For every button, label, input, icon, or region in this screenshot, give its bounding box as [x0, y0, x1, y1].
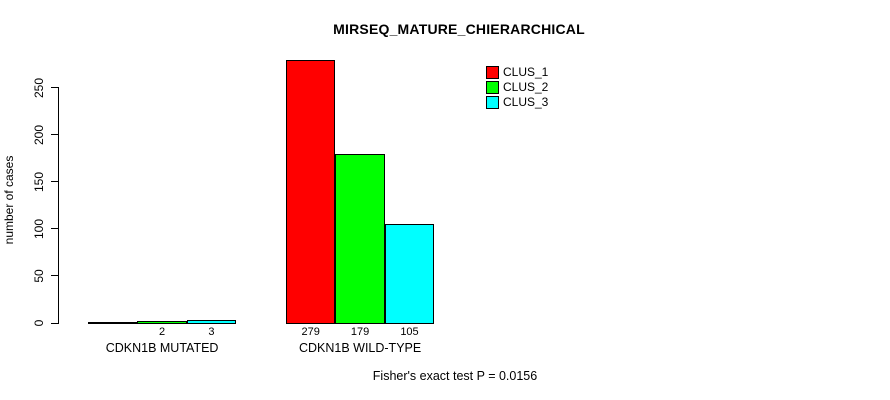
y-axis-tick — [51, 181, 58, 183]
legend-label-clus_3: CLUS_3 — [503, 94, 549, 109]
bar-value-label: 105 — [400, 326, 419, 338]
y-axis-tick — [51, 322, 58, 324]
group-label: CDKN1B MUTATED — [105, 341, 219, 355]
bar-clus_1-group1 — [88, 321, 138, 324]
chart-title: MIRSEQ_MATURE_CHIERARCHICAL — [333, 21, 585, 37]
legend-label-clus_2: CLUS_2 — [503, 79, 549, 94]
y-axis-tick — [51, 134, 58, 136]
fisher-test-annotation: Fisher's exact test P = 0.0156 — [372, 369, 538, 383]
y-axis-line — [58, 87, 59, 324]
bar-clus_2-group1 — [137, 320, 187, 324]
group-label: CDKN1B WILD-TYPE — [298, 341, 422, 355]
bar-value-label: 2 — [159, 326, 166, 338]
bar-clus_3-group2 — [384, 223, 435, 324]
y-axis-tick — [51, 275, 58, 277]
y-axis-tick-label: 50 — [32, 269, 46, 283]
y-axis-tick — [51, 87, 58, 88]
bar-clus_1-group2 — [286, 59, 336, 324]
legend-label-clus_1: CLUS_1 — [503, 65, 549, 79]
bar-clus_2-group2 — [335, 153, 385, 324]
bar-value-label: 179 — [350, 326, 370, 338]
y-axis-tick-label: 200 — [32, 124, 46, 145]
y-axis-tick-label: 100 — [32, 218, 46, 239]
bar-clus_3-group1 — [186, 319, 237, 324]
y-axis-tick-label: 150 — [32, 171, 46, 192]
legend-swatch-clus_1 — [486, 66, 499, 79]
y-axis-tick-label: 0 — [32, 319, 46, 327]
legend-swatch-clus_2 — [486, 80, 499, 94]
bar-value-label: 3 — [208, 326, 215, 338]
legend-swatch-clus_3 — [486, 95, 499, 109]
y-axis-tick-label: 250 — [32, 77, 46, 98]
y-axis-tick — [51, 228, 58, 230]
bar-value-label: 279 — [301, 326, 320, 338]
